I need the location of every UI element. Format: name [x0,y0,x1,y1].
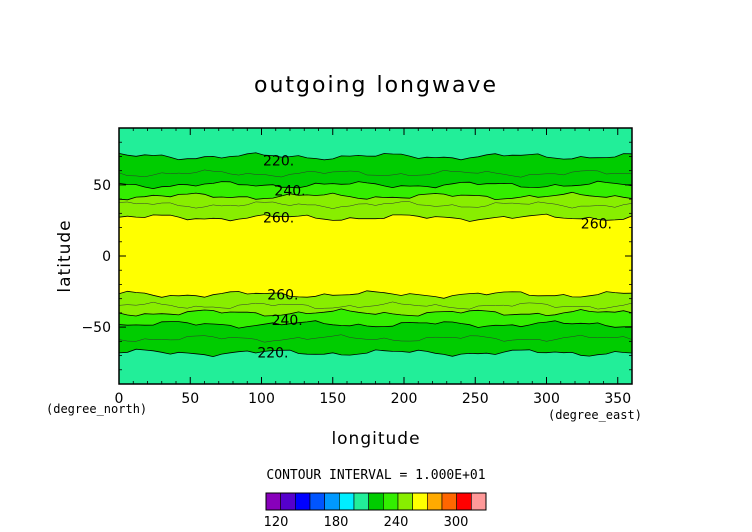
contour-label: 260. [263,211,294,227]
x-tick-label: 350 [604,391,631,407]
y-axis-label: latitude [55,219,75,292]
colorbar-swatch [280,492,296,511]
y-tick-label: 0 [102,249,111,265]
colorbar-tick-label: 180 [324,515,349,530]
contour-lines [118,152,633,358]
contour-line [118,334,633,343]
colorbar-frame [265,492,487,511]
x-tick-label: 50 [181,391,199,407]
y-axis-ticks: 50 0 −50 [81,141,632,371]
colorbar-swatch [441,492,457,511]
contour-line [118,152,633,161]
contour-line [118,348,633,358]
colorbar-swatch [353,492,369,511]
colorbar-tick-label: 120 [264,515,289,530]
contour-label: 260. [267,287,298,303]
contour-labels: 220. 240. 260. 260. 260. 240. 220. [257,154,612,362]
colorbar-swatch [265,492,281,511]
contour-label: 240. [272,313,303,329]
contour-line [118,169,633,178]
contour-line [118,301,633,310]
contour-band [119,290,632,316]
contour-interval-label: CONTOUR INTERVAL = 1.000E+01 [266,468,485,483]
contour-line [118,191,633,201]
contour-band [119,214,632,299]
contour-bands [119,128,632,384]
colorbar-tick-labels: 120 180 240 300 [264,515,469,530]
colorbar-swatch [397,492,413,511]
x-tick-label: 150 [319,391,346,407]
colorbar-swatch [324,492,340,511]
colorbar-swatch [383,492,399,511]
contour-band [119,349,632,384]
contour-band [119,181,632,200]
y-tick-label: −50 [81,320,111,336]
contour-line [118,320,633,329]
contour-line [118,308,633,317]
colorbar-swatch [471,492,487,511]
contour-band [119,308,632,329]
contour-line [118,201,633,209]
colorbar-swatch [339,492,355,511]
colorbar-tick-label: 240 [384,515,409,530]
colorbar [265,492,487,511]
contour-label: 220. [263,154,294,170]
x-tick-label: 200 [391,391,418,407]
y-tick-label: 50 [93,178,111,194]
contour-band [119,192,632,222]
x-tick-label: 100 [248,391,275,407]
contour-label: 220. [257,346,288,362]
x-tick-label: 0 [115,391,124,407]
x-units-label: (degree_east) [548,408,642,422]
colorbar-swatch [295,492,311,511]
x-tick-label: 250 [462,391,489,407]
y-units-label: (degree_north) [46,402,147,416]
colorbar-tick-label: 300 [444,515,469,530]
contour-band [119,320,632,357]
x-axis-label: longitude [331,429,420,449]
colorbar-swatch [309,492,325,511]
colorbar-swatch [412,492,428,511]
contour-line [118,290,633,299]
contour-label: 240. [274,184,305,200]
x-tick-label: 300 [533,391,560,407]
x-axis-ticks: 0 50 100 150 200 250 300 350 [115,128,631,407]
colorbar-swatch [456,492,472,511]
chart-title: outgoing longwave [254,73,498,98]
contour-band [119,128,632,160]
contour-band [119,152,632,189]
colorbar-swatch [368,492,384,511]
colorbar-swatch [427,492,443,511]
contour-line [118,213,633,222]
contour-line [118,180,633,190]
contour-label: 260. [581,216,612,232]
